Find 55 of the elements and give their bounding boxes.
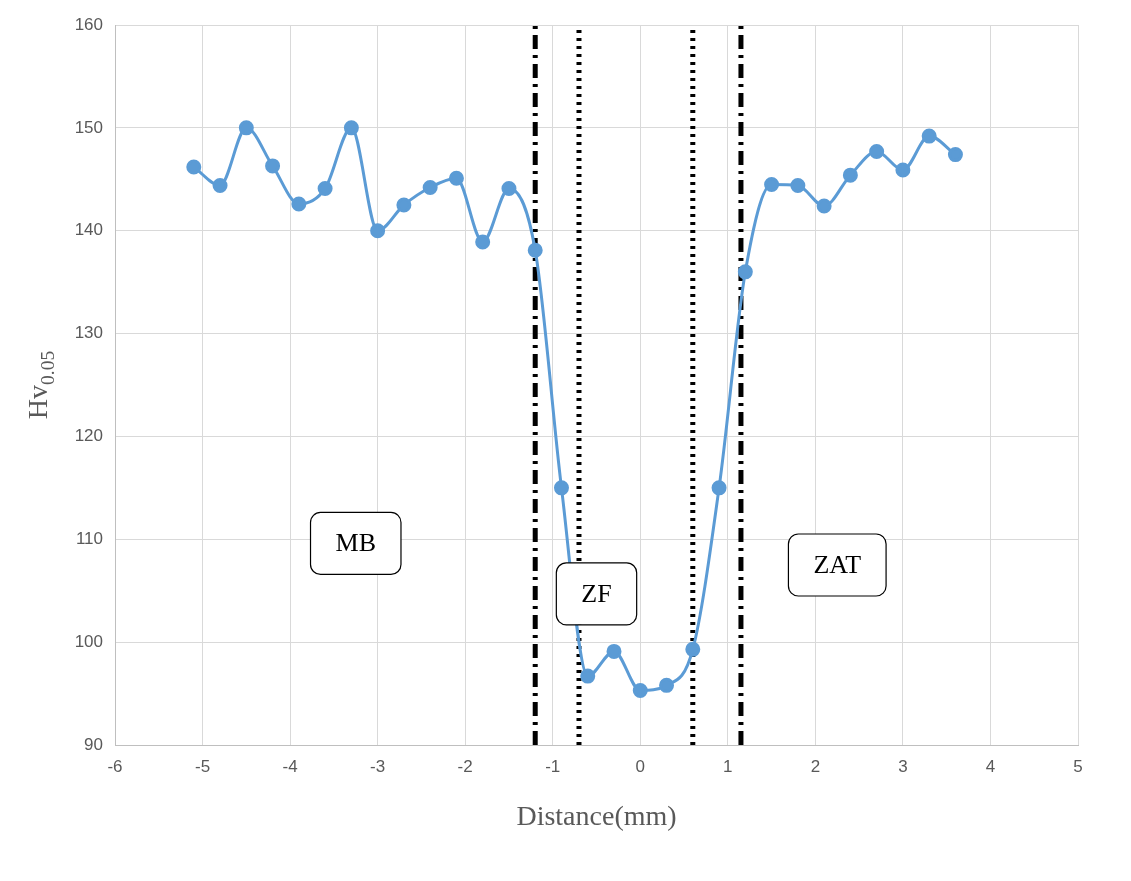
- x-tick-label: 0: [635, 756, 646, 776]
- point: [448, 170, 464, 186]
- point: [475, 234, 491, 250]
- y-tick-label: 140: [74, 220, 103, 240]
- x-tick-label: -1: [545, 756, 561, 776]
- y-tick-label: 100: [74, 631, 103, 651]
- point: [501, 181, 517, 197]
- point: [553, 480, 569, 496]
- point: [396, 197, 412, 213]
- point: [527, 242, 543, 258]
- point: [212, 177, 228, 193]
- point: [238, 120, 254, 136]
- annotation: MB: [335, 528, 376, 558]
- point: [790, 177, 806, 193]
- point: [291, 196, 307, 212]
- x-tick-label: -3: [370, 756, 386, 776]
- annotation: ZF: [581, 578, 612, 608]
- point: [895, 162, 911, 178]
- point: [580, 668, 596, 684]
- x-tick-label: -2: [457, 756, 473, 776]
- point: [659, 677, 675, 693]
- point: [947, 147, 963, 163]
- point: [842, 167, 858, 183]
- point: [816, 198, 832, 214]
- annotation: ZAT: [813, 549, 862, 579]
- x-tick-label: 3: [898, 756, 908, 776]
- point: [343, 120, 359, 136]
- x-tick-label: 4: [985, 756, 996, 776]
- point: [869, 144, 885, 160]
- x-tick-label: -6: [107, 756, 123, 776]
- point: [370, 223, 386, 239]
- point: [632, 682, 648, 698]
- y-tick-label: 160: [74, 14, 103, 34]
- point: [685, 641, 701, 657]
- x-tick-label: 2: [810, 756, 821, 776]
- point: [606, 643, 622, 659]
- y-tick-label: 130: [74, 323, 103, 343]
- y-tick-label: 120: [74, 426, 103, 446]
- x-tick-label: 1: [723, 756, 733, 776]
- point: [921, 128, 937, 144]
- y-tick-label: 110: [75, 528, 103, 548]
- point: [711, 480, 727, 496]
- x-axis-title: Distance(mm): [516, 800, 677, 832]
- point: [737, 264, 753, 280]
- point: [186, 159, 202, 175]
- point: [317, 181, 333, 197]
- point: [764, 176, 780, 192]
- x-tick-label: -5: [194, 756, 211, 776]
- point: [422, 180, 438, 196]
- y-tick-label: 150: [74, 117, 103, 137]
- x-tick-label: 5: [1073, 756, 1083, 776]
- y-axis-title: Hv0.05: [22, 350, 58, 420]
- point: [265, 158, 281, 174]
- x-tick-label: -4: [282, 756, 298, 776]
- y-tick-label: 90: [84, 734, 103, 754]
